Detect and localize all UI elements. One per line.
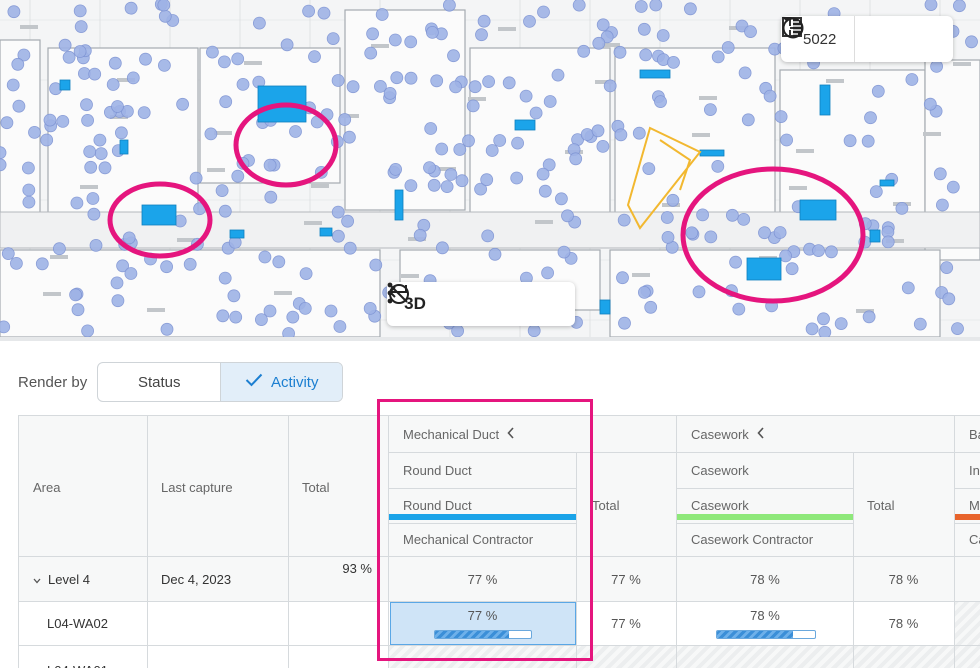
render-by-segmented: Status Activity bbox=[97, 362, 344, 402]
contractor-header: Casework Contractor bbox=[691, 532, 814, 547]
3d-view-button[interactable]: 3D bbox=[404, 294, 426, 313]
table-row-area[interactable]: L04-WA01 bbox=[33, 658, 147, 668]
area-header[interactable]: Area bbox=[33, 479, 61, 495]
group-header-casework[interactable]: Casework bbox=[677, 416, 954, 452]
activity-header[interactable]: Casework bbox=[691, 498, 749, 513]
activity-cell[interactable]: 78 % bbox=[750, 607, 780, 623]
activity-cell[interactable]: 78 % bbox=[750, 571, 780, 587]
render-activity-label: Activity bbox=[270, 373, 319, 391]
group-total-header[interactable]: Total bbox=[592, 498, 620, 513]
view-toolbar: 3D bbox=[387, 282, 575, 326]
plan-toolbar: 5022 bbox=[781, 16, 953, 62]
group-title: Casework bbox=[691, 426, 749, 442]
activity-header[interactable]: M bbox=[969, 498, 980, 513]
chevron-left-icon bbox=[757, 426, 765, 442]
chevron-left-icon bbox=[507, 426, 515, 442]
group-title: Mechanical Duct bbox=[403, 426, 500, 442]
group-total-cell: 78 % bbox=[888, 616, 919, 631]
total-header[interactable]: Total bbox=[302, 479, 330, 495]
sub-category-header: Round Duct bbox=[403, 462, 472, 478]
sub-category-header: Casework bbox=[691, 462, 749, 478]
more-options-button[interactable] bbox=[387, 282, 565, 322]
render-by-control: Render by Status Activity bbox=[18, 362, 344, 402]
group-total-cell: 77 % bbox=[611, 616, 641, 631]
progress-table: Area Last capture Total Mechanical Duct … bbox=[18, 415, 980, 668]
render-status-button[interactable]: Status bbox=[137, 373, 181, 391]
contrast-toggle-button[interactable] bbox=[782, 16, 909, 62]
activity-color-bar bbox=[677, 514, 853, 520]
floor-plan-drawing[interactable] bbox=[0, 0, 980, 337]
activity-progress-bar bbox=[434, 630, 532, 639]
activity-progress-bar bbox=[716, 630, 816, 639]
group-total-cell: 78 % bbox=[888, 571, 919, 587]
activity-header[interactable]: Round Duct bbox=[403, 498, 472, 513]
hatched-cell bbox=[954, 601, 980, 645]
plan-divider bbox=[0, 337, 980, 341]
render-by-label: Render by bbox=[18, 373, 88, 391]
level-value: 5022 bbox=[803, 30, 837, 48]
group-header-mechanical-duct[interactable]: Mechanical Duct bbox=[389, 416, 676, 452]
activity-cell[interactable]: 77 % bbox=[467, 571, 498, 587]
back-button[interactable] bbox=[388, 285, 477, 322]
floor-plan-viewer[interactable]: 5022 3D bbox=[0, 0, 980, 337]
activity-color-bar bbox=[955, 514, 980, 520]
table-row-area[interactable]: Level 4 bbox=[19, 557, 147, 601]
check-icon bbox=[245, 373, 271, 391]
render-activity-button[interactable]: Activity bbox=[220, 363, 343, 401]
activity-color-bar bbox=[389, 514, 576, 520]
table-row-area[interactable]: L04-WA02 bbox=[47, 616, 108, 631]
hide-button[interactable] bbox=[389, 284, 521, 322]
last-capture-header[interactable]: Last capture bbox=[161, 479, 233, 495]
activity-cell: 77 % bbox=[467, 607, 498, 623]
total-cell: 93 % bbox=[342, 560, 372, 576]
hatched-cell bbox=[389, 646, 980, 668]
sub-category-header: In bbox=[969, 462, 980, 478]
contractor-header: Mechanical Contractor bbox=[403, 532, 534, 547]
group-total-cell: 77 % bbox=[611, 571, 641, 587]
group-header-partial[interactable]: Ba bbox=[969, 426, 980, 442]
contractor-header: Ca bbox=[969, 532, 980, 547]
chevron-down-icon[interactable] bbox=[33, 572, 41, 587]
area-name: Level 4 bbox=[48, 571, 90, 587]
group-total-header[interactable]: Total bbox=[867, 498, 895, 513]
last-capture-cell: Dec 4, 2023 bbox=[161, 571, 232, 587]
